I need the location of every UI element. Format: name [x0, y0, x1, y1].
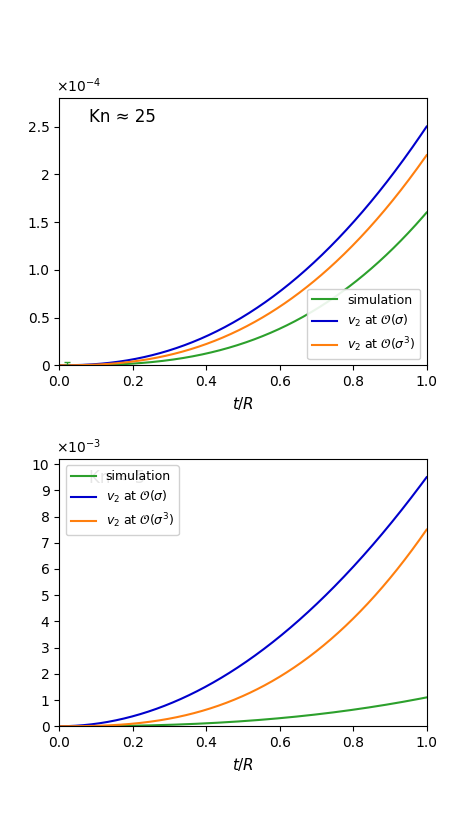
Text: $\times10^{-3}$: $\times10^{-3}$	[55, 437, 100, 456]
Text: Kn ≈ 5: Kn ≈ 5	[89, 469, 145, 487]
X-axis label: $t/R$: $t/R$	[232, 756, 254, 773]
Text: Kn ≈ 25: Kn ≈ 25	[89, 108, 155, 126]
Legend: simulation, $v_2$ at $\mathcal{O}(\sigma)$, $v_2$ at $\mathcal{O}(\sigma^3)$: simulation, $v_2$ at $\mathcal{O}(\sigma…	[307, 289, 420, 359]
X-axis label: $t/R$: $t/R$	[232, 395, 254, 411]
Text: $\times10^{-4}$: $\times10^{-4}$	[55, 77, 100, 95]
Legend: simulation, $v_2$ at $\mathcal{O}(\sigma)$, $v_2$ at $\mathcal{O}(\sigma^3)$: simulation, $v_2$ at $\mathcal{O}(\sigma…	[65, 465, 179, 535]
